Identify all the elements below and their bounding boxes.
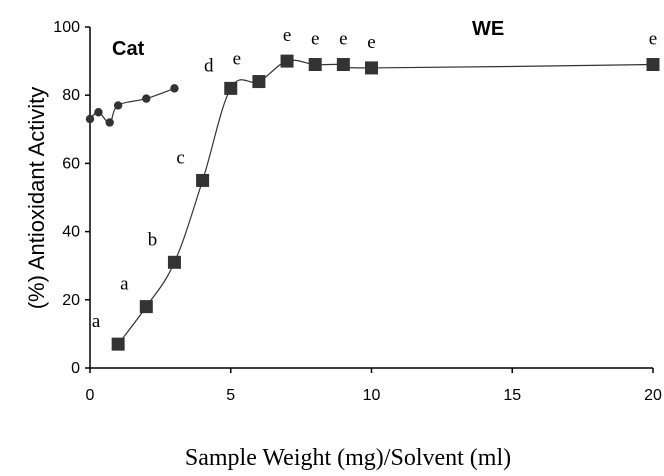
data-label-we: e [283, 25, 291, 46]
data-point-we [365, 61, 378, 75]
data-label-we: e [311, 29, 319, 50]
data-label-we: b [148, 229, 158, 250]
series-line-we [117, 59, 654, 345]
series-line-cat [89, 87, 175, 124]
x-axis-title: Sample Weight (mg)/Solvent (ml) [185, 445, 511, 471]
data-label-we: a [92, 311, 101, 332]
y-tick-label: 80 [62, 87, 80, 104]
data-label-we: a [120, 274, 129, 295]
x-tick-label: 0 [86, 387, 95, 404]
x-tick-label: 10 [363, 387, 381, 404]
data-point-we [336, 58, 350, 72]
x-tick-label: 15 [503, 387, 521, 404]
axes [85, 26, 654, 373]
series-label-we: WE [472, 18, 504, 40]
data-label-we: e [649, 29, 657, 50]
data-point-we [139, 300, 153, 314]
data-point-we [167, 255, 181, 269]
data-point-we [308, 58, 322, 72]
y-tick-label: 20 [62, 292, 80, 309]
data-label-we: e [233, 49, 241, 70]
y-tick-labels: 0 20 40 60 80 100 [53, 19, 80, 377]
data-label-we: d [204, 55, 214, 76]
y-axis-title: (%) Antioxidant Activity [24, 87, 49, 310]
data-label-we: e [339, 29, 347, 50]
data-point-we [111, 337, 125, 351]
series-cat [85, 84, 179, 127]
data-point-we [196, 173, 210, 187]
x-tick-labels: 0 5 10 15 20 [86, 387, 662, 404]
data-point-cat [170, 84, 179, 93]
y-tick-label: 0 [71, 360, 80, 377]
x-tick-label: 20 [644, 387, 662, 404]
data-label-we: e [367, 32, 375, 53]
data-point-cat [94, 108, 103, 117]
data-point-cat [113, 101, 123, 110]
data-point-we [224, 81, 238, 95]
data-point-we [646, 58, 660, 72]
data-point-cat [142, 94, 151, 103]
data-point-we [280, 54, 294, 68]
y-tick-label: 60 [62, 155, 80, 172]
x-tick-label: 5 [226, 387, 235, 404]
data-point-cat [85, 114, 95, 124]
series-label-cat: Cat [112, 38, 145, 60]
data-point-we [252, 75, 266, 89]
y-tick-label: 100 [53, 19, 80, 36]
y-tick-label: 40 [62, 224, 80, 241]
data-point-cat [105, 118, 114, 127]
data-label-we: c [176, 147, 184, 168]
